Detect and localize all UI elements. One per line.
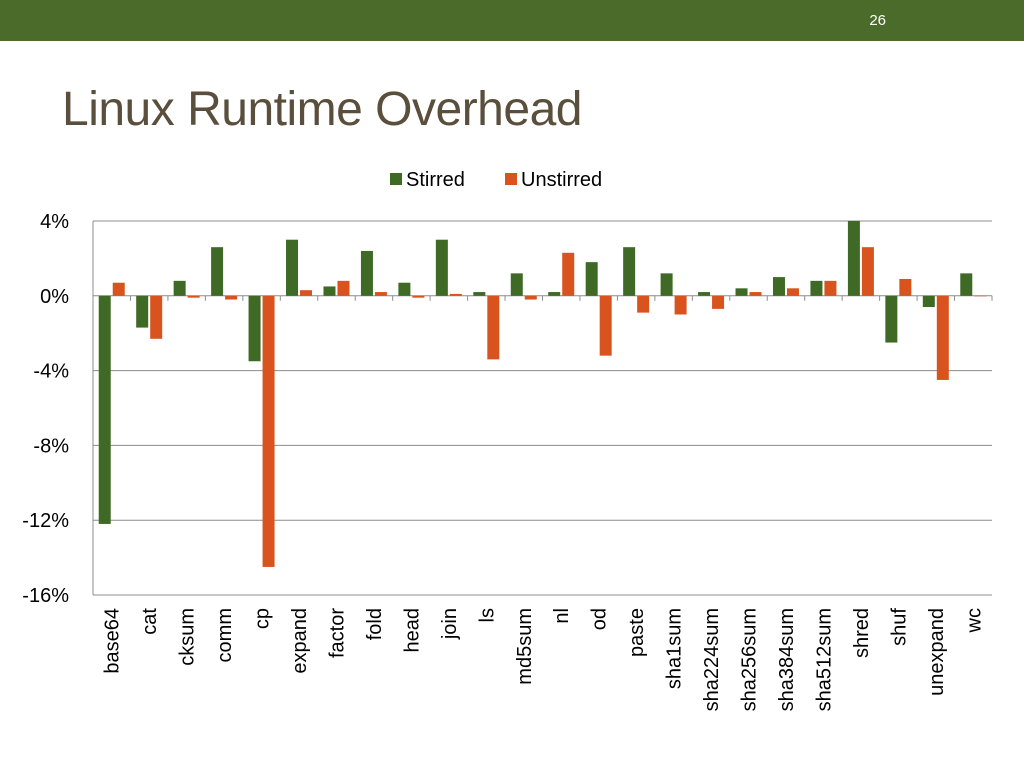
bar-stirred-nl	[548, 292, 561, 296]
bar-unstirred-shuf	[899, 278, 912, 296]
y-tick-label: -4%	[33, 361, 69, 383]
category-label: base64	[102, 608, 124, 674]
bar-stirred-cksum	[173, 280, 186, 296]
bar-stirred-fold	[360, 250, 373, 296]
bar-unstirred-wc	[974, 295, 987, 297]
bar-stirred-shred	[847, 221, 860, 296]
slide-title: Linux Runtime Overhead	[62, 83, 582, 136]
category-label: md5sum	[514, 608, 536, 685]
category-label: head	[401, 608, 423, 653]
bar-stirred-sha512sum	[810, 280, 823, 296]
category-label: wc	[963, 608, 985, 633]
bar-unstirred-sha224sum	[712, 295, 725, 309]
bar-stirred-unexpand	[922, 295, 935, 308]
category-label: ls	[476, 608, 498, 622]
bar-stirred-join	[435, 239, 448, 296]
bar-unstirred-base64	[112, 282, 125, 296]
category-label: join	[439, 608, 461, 640]
bar-unstirred-sha512sum	[824, 280, 837, 296]
category-label: unexpand	[926, 608, 948, 696]
y-tick-label: 4%	[40, 211, 69, 233]
category-label: nl	[551, 608, 573, 624]
bar-chart: 4% 0% -4% -8% -12% -16% base64 cat cksum comm cp ex…	[22, 169, 993, 711]
bar-unstirred-cp	[262, 295, 275, 567]
bar-unstirred-sha1sum	[674, 295, 687, 315]
bar-stirred-factor	[323, 286, 336, 296]
bar-unstirred-sha256sum	[749, 292, 762, 296]
bar-unstirred-paste	[637, 295, 650, 313]
category-label: cksum	[177, 608, 199, 666]
bar-stirred-cat	[136, 295, 149, 328]
bar-stirred-ls	[473, 292, 486, 296]
y-tick-label: -12%	[22, 510, 69, 532]
legend-swatch-unstirred	[505, 173, 517, 185]
category-label: cp	[252, 608, 274, 629]
bar-unstirred-cat	[150, 295, 163, 339]
bar-unstirred-comm	[225, 295, 238, 300]
category-label: sha384sum	[776, 608, 798, 711]
bar-unstirred-head	[412, 295, 425, 298]
y-tick-label: -16%	[22, 585, 69, 607]
header-bar: 26	[0, 0, 1024, 41]
bar-stirred-md5sum	[510, 273, 523, 296]
bar-unstirred-ls	[487, 295, 500, 360]
bar-stirred-expand	[286, 239, 299, 296]
bar-unstirred-nl	[562, 252, 575, 296]
y-tick-label: -8%	[33, 435, 69, 457]
bar-stirred-cp	[248, 295, 261, 362]
bar-unstirred-join	[449, 293, 462, 296]
legend-label-stirred: Stirred	[406, 169, 465, 191]
category-label: sha1sum	[664, 608, 686, 689]
legend-swatch-stirred	[390, 173, 402, 185]
category-label: expand	[289, 608, 311, 674]
bar-stirred-wc	[960, 273, 973, 296]
bar-unstirred-md5sum	[524, 295, 537, 300]
bar-stirred-od	[585, 262, 598, 296]
bar-unstirred-sha384sum	[786, 288, 799, 296]
category-label: factor	[326, 608, 348, 658]
bar-stirred-paste	[623, 247, 636, 296]
category-label: fold	[364, 608, 386, 640]
bar-stirred-comm	[211, 247, 224, 296]
bar-stirred-shuf	[885, 295, 898, 343]
bar-unstirred-cksum	[187, 295, 200, 298]
category-label: sha224sum	[701, 608, 723, 711]
category-label: od	[589, 608, 611, 630]
bar-unstirred-od	[599, 295, 612, 356]
bar-stirred-base64	[98, 295, 111, 524]
bar-unstirred-unexpand	[936, 295, 949, 380]
bar-unstirred-factor	[337, 280, 350, 296]
bar-unstirred-expand	[300, 290, 313, 296]
category-label: shuf	[888, 608, 910, 646]
category-label: sha512sum	[813, 608, 835, 711]
category-label: comm	[214, 608, 236, 662]
slide-number: 26	[869, 12, 886, 29]
bar-unstirred-shred	[861, 247, 874, 296]
bar-stirred-head	[398, 282, 411, 296]
category-label: shred	[851, 608, 873, 658]
category-label: sha256sum	[739, 608, 761, 711]
bar-stirred-sha1sum	[660, 273, 673, 296]
bar-stirred-sha384sum	[772, 277, 785, 296]
y-tick-label: 0%	[40, 286, 69, 308]
bar-stirred-sha224sum	[698, 292, 711, 296]
category-label: cat	[139, 608, 161, 635]
bar-stirred-sha256sum	[735, 288, 748, 296]
bar-unstirred-fold	[374, 292, 387, 296]
category-label: paste	[626, 608, 648, 657]
legend-label-unstirred: Unstirred	[521, 169, 602, 191]
